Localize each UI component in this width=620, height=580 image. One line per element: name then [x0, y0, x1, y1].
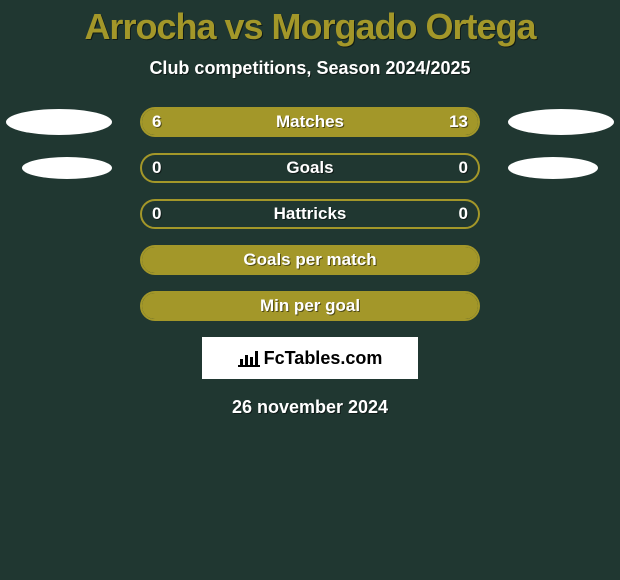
- stat-row: 0 0Goals: [0, 153, 620, 183]
- bar-fill-right: [248, 109, 478, 135]
- stat-bar: 0 0Hattricks: [140, 199, 480, 229]
- player-marker-left: [6, 109, 112, 135]
- bar-fill: [142, 247, 478, 273]
- player-marker-right: [508, 109, 614, 135]
- player-marker-left: [22, 157, 112, 179]
- stat-bar: 0 0Goals: [140, 153, 480, 183]
- stat-label: Hattricks: [142, 201, 478, 227]
- stat-value-right: 0: [459, 155, 468, 181]
- stat-value-right: 13: [449, 109, 468, 135]
- comparison-title: Arrocha vs Morgado Ortega: [0, 6, 620, 48]
- stat-value-right: 0: [459, 201, 468, 227]
- stat-value-left: 6: [152, 109, 161, 135]
- stat-row: 613Matches: [0, 107, 620, 137]
- player-marker-right: [508, 157, 598, 179]
- chart-icon: [238, 349, 260, 367]
- stat-bar: 613Matches: [140, 107, 480, 137]
- stat-label: Goals: [142, 155, 478, 181]
- stat-row: Goals per match: [0, 245, 620, 275]
- generation-date: 26 november 2024: [0, 397, 620, 418]
- brand-text: FcTables.com: [264, 348, 383, 369]
- stat-value-left: 0: [152, 155, 161, 181]
- stat-row: 0 0Hattricks: [0, 199, 620, 229]
- stat-bar: Min per goal: [140, 291, 480, 321]
- bar-fill: [142, 293, 478, 319]
- brand-box: FcTables.com: [202, 337, 418, 379]
- comparison-subtitle: Club competitions, Season 2024/2025: [0, 58, 620, 79]
- stat-row: Min per goal: [0, 291, 620, 321]
- stats-area: 613Matches00Goals00HattricksGoals per ma…: [0, 107, 620, 321]
- stat-value-left: 0: [152, 201, 161, 227]
- stat-bar: Goals per match: [140, 245, 480, 275]
